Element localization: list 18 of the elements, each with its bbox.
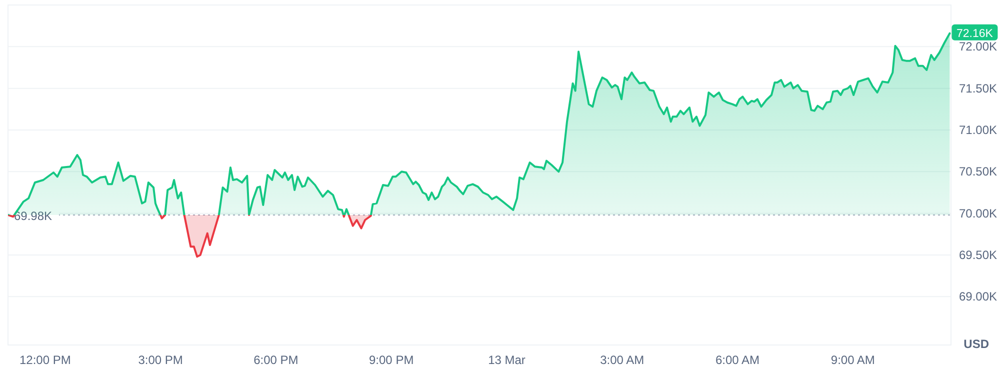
x-tick-label: 9:00 PM bbox=[369, 353, 414, 367]
x-tick-label: 12:00 PM bbox=[19, 353, 71, 367]
x-tick-label: 6:00 AM bbox=[716, 353, 760, 367]
y-tick-label: 69.50K bbox=[959, 248, 998, 262]
y-tick-label: 69.00K bbox=[959, 290, 998, 304]
x-tick-label: 9:00 AM bbox=[830, 353, 875, 367]
y-tick-label: 71.50K bbox=[959, 81, 998, 96]
y-tick-label: 72.00K bbox=[959, 40, 998, 54]
annotation: 72.16K bbox=[956, 28, 994, 40]
x-tick-label: 3:00 PM bbox=[138, 353, 183, 367]
ref-line-label: 69.98K bbox=[14, 209, 52, 223]
x-tick-label: 6:00 PM bbox=[254, 353, 298, 367]
x-tick-label: 3:00 AM bbox=[600, 353, 644, 367]
y-tick-label: 70.00K bbox=[959, 206, 998, 220]
x-tick-label: 13 Mar bbox=[488, 353, 526, 367]
y-tick-label: 70.50K bbox=[959, 164, 998, 179]
y-axis-title: USD bbox=[964, 337, 990, 351]
y-tick-label: 71.00K bbox=[959, 123, 998, 137]
